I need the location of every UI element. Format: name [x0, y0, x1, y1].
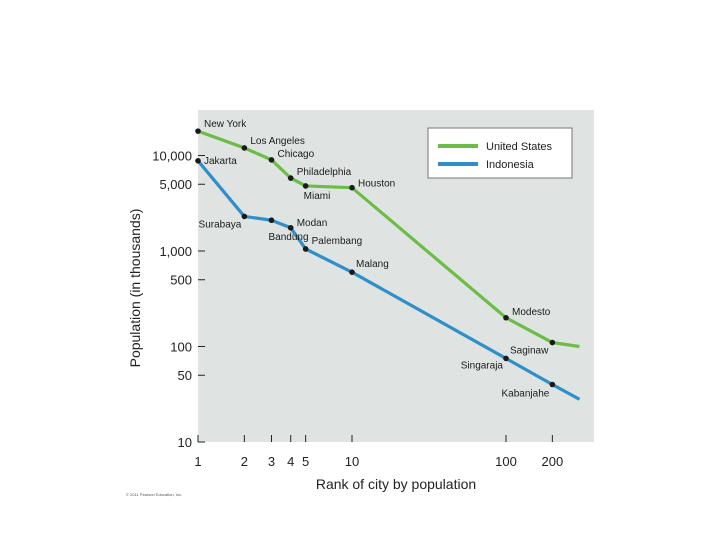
y-tick-label: 500 — [170, 273, 192, 288]
data-point-indonesia — [302, 246, 309, 252]
city-label: Palembang — [312, 236, 363, 247]
y-tick-label: 50 — [178, 368, 192, 383]
y-axis-title: Population (in thousands) — [127, 209, 143, 368]
legend-box — [427, 127, 573, 179]
y-tick-label: 10 — [178, 435, 192, 450]
data-point-us — [241, 145, 248, 151]
city-label: Philadelphia — [297, 167, 352, 178]
data-point-us — [349, 184, 355, 191]
city-label: Miami — [304, 191, 331, 202]
city-label: Modesto — [512, 307, 551, 318]
x-tick-label: 2 — [241, 454, 248, 469]
city-label: Los Angeles — [250, 136, 305, 147]
city-label: Bandung — [268, 232, 308, 243]
data-point-us — [268, 157, 275, 163]
city-label: Surabaya — [199, 219, 242, 230]
data-point-us — [503, 314, 509, 321]
x-tick-label: 10 — [345, 454, 359, 469]
data-point-indonesia — [268, 217, 275, 224]
city-label: Singaraja — [461, 360, 504, 371]
legend-label-indonesia: Indonesia — [486, 159, 535, 171]
legend: United States Indonesia — [427, 127, 573, 179]
data-point-indonesia — [549, 381, 556, 388]
data-point-indonesia — [503, 355, 509, 362]
y-tick-label: 100 — [170, 340, 192, 355]
city-label: Saginaw — [510, 346, 549, 357]
city-label: New York — [204, 119, 247, 130]
data-point-us — [287, 175, 294, 181]
x-axis-title: Rank of city by population — [316, 476, 476, 492]
data-point-indonesia — [287, 224, 294, 231]
data-point-us — [302, 183, 309, 189]
city-label: Kabanjahe — [502, 389, 550, 400]
city-label: Modan — [297, 218, 328, 229]
x-tick-label: 4 — [287, 454, 294, 469]
x-tick-label: 3 — [268, 454, 275, 469]
data-point-indonesia — [349, 269, 355, 275]
copyright-notice: © 2011 Pearson Education, Inc. — [126, 492, 183, 497]
x-tick-label: 200 — [542, 454, 564, 469]
legend-label-us: United States — [486, 141, 553, 153]
y-tick-label: 1,000 — [159, 244, 192, 259]
x-tick-label: 5 — [302, 454, 309, 469]
x-tick-label: 1 — [194, 454, 201, 469]
y-tick-label: 5,000 — [159, 177, 192, 192]
data-point-indonesia — [195, 158, 201, 164]
city-label: Houston — [358, 179, 395, 190]
city-label: Jakarta — [204, 156, 237, 167]
data-point-indonesia — [241, 213, 248, 220]
city-label: Chicago — [277, 149, 314, 160]
y-tick-label: 10,000 — [152, 149, 192, 164]
city-label: Malang — [356, 259, 389, 270]
x-tick-label: 100 — [495, 454, 517, 469]
data-point-us — [195, 128, 201, 134]
data-point-us — [549, 339, 556, 346]
